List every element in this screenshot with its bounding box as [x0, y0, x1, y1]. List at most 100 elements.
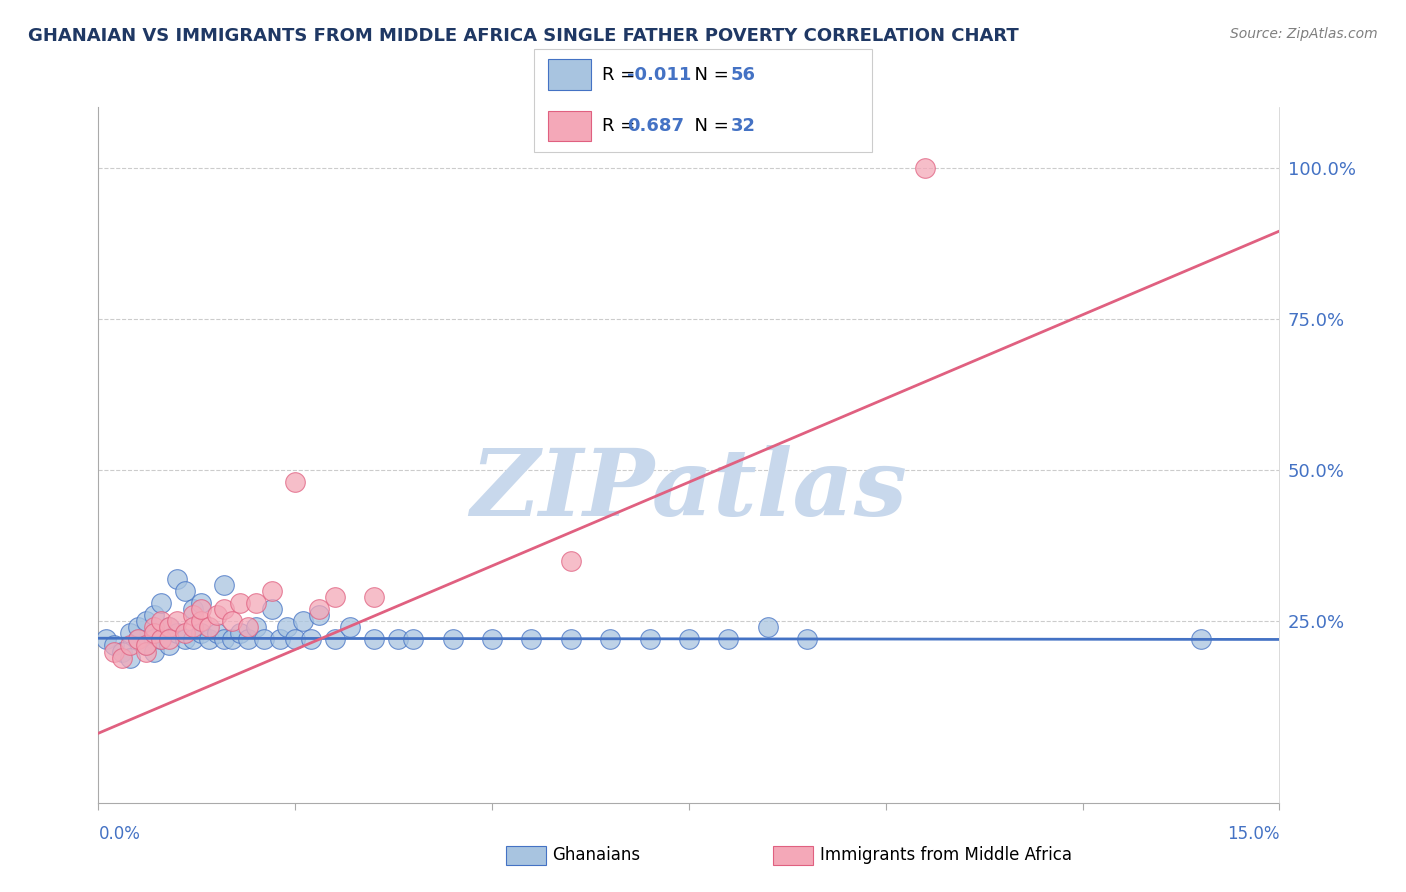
Text: R =: R = — [602, 66, 641, 84]
Text: ZIPatlas: ZIPatlas — [471, 445, 907, 534]
Point — [914, 161, 936, 175]
Text: R =: R = — [602, 117, 641, 135]
Point — [245, 620, 267, 634]
Point — [717, 632, 740, 647]
Text: Ghanaians: Ghanaians — [553, 847, 641, 864]
Point — [135, 615, 157, 629]
Point — [135, 639, 157, 653]
Point — [441, 632, 464, 647]
Point — [157, 639, 180, 653]
Point — [363, 590, 385, 604]
Point — [520, 632, 543, 647]
Point — [308, 602, 330, 616]
Point — [236, 620, 259, 634]
Point — [323, 590, 346, 604]
Point — [118, 650, 141, 665]
Point — [205, 626, 228, 640]
Point — [150, 632, 173, 647]
Point — [166, 572, 188, 586]
Point — [197, 620, 219, 634]
Point — [190, 602, 212, 616]
Point — [363, 632, 385, 647]
Point — [111, 650, 134, 665]
Point — [214, 578, 236, 592]
Point — [174, 584, 197, 599]
Point — [190, 615, 212, 629]
Point — [150, 615, 173, 629]
Point — [284, 475, 307, 490]
Point — [157, 620, 180, 634]
Point — [599, 632, 621, 647]
Point — [678, 632, 700, 647]
Point — [142, 608, 165, 623]
Point — [229, 596, 252, 610]
Point — [245, 596, 267, 610]
Point — [756, 620, 779, 634]
Point — [118, 626, 141, 640]
Point — [221, 632, 243, 647]
Point — [560, 632, 582, 647]
Point — [638, 632, 661, 647]
Point — [142, 620, 165, 634]
Point — [560, 554, 582, 568]
Point — [127, 620, 149, 634]
Text: 56: 56 — [731, 66, 756, 84]
Point — [118, 639, 141, 653]
Point — [150, 596, 173, 610]
Point — [150, 632, 173, 647]
Point — [166, 626, 188, 640]
Point — [221, 615, 243, 629]
Point — [260, 602, 283, 616]
Point — [197, 632, 219, 647]
Point — [1189, 632, 1212, 647]
Text: Immigrants from Middle Africa: Immigrants from Middle Africa — [820, 847, 1071, 864]
Point — [96, 632, 118, 647]
Point — [142, 644, 165, 658]
Point — [214, 632, 236, 647]
Point — [103, 644, 125, 658]
Point — [157, 620, 180, 634]
Point — [481, 632, 503, 647]
Text: GHANAIAN VS IMMIGRANTS FROM MIDDLE AFRICA SINGLE FATHER POVERTY CORRELATION CHAR: GHANAIAN VS IMMIGRANTS FROM MIDDLE AFRIC… — [28, 27, 1019, 45]
Point — [229, 626, 252, 640]
Point — [111, 644, 134, 658]
Text: 32: 32 — [731, 117, 756, 135]
Text: N =: N = — [683, 117, 735, 135]
Text: -0.011: -0.011 — [627, 66, 692, 84]
Point — [214, 602, 236, 616]
Point — [292, 615, 315, 629]
Point — [127, 632, 149, 647]
Point — [402, 632, 425, 647]
Point — [339, 620, 361, 634]
Point — [308, 608, 330, 623]
Text: Source: ZipAtlas.com: Source: ZipAtlas.com — [1230, 27, 1378, 41]
Point — [174, 626, 197, 640]
Point — [387, 632, 409, 647]
Text: N =: N = — [683, 66, 735, 84]
Point — [135, 639, 157, 653]
Point — [190, 626, 212, 640]
Text: 0.0%: 0.0% — [98, 825, 141, 843]
Point — [174, 632, 197, 647]
Point — [796, 632, 818, 647]
Point — [276, 620, 298, 634]
Point — [181, 608, 204, 623]
Point — [103, 639, 125, 653]
Point — [190, 596, 212, 610]
Point — [142, 626, 165, 640]
Point — [181, 602, 204, 616]
Point — [166, 615, 188, 629]
Point — [269, 632, 291, 647]
Point — [284, 632, 307, 647]
Point — [205, 608, 228, 623]
Point — [181, 620, 204, 634]
Point — [157, 632, 180, 647]
Point — [127, 632, 149, 647]
Point — [253, 632, 276, 647]
Point — [260, 584, 283, 599]
Point — [135, 644, 157, 658]
Point — [323, 632, 346, 647]
Point — [181, 632, 204, 647]
Text: 15.0%: 15.0% — [1227, 825, 1279, 843]
Point — [236, 632, 259, 647]
